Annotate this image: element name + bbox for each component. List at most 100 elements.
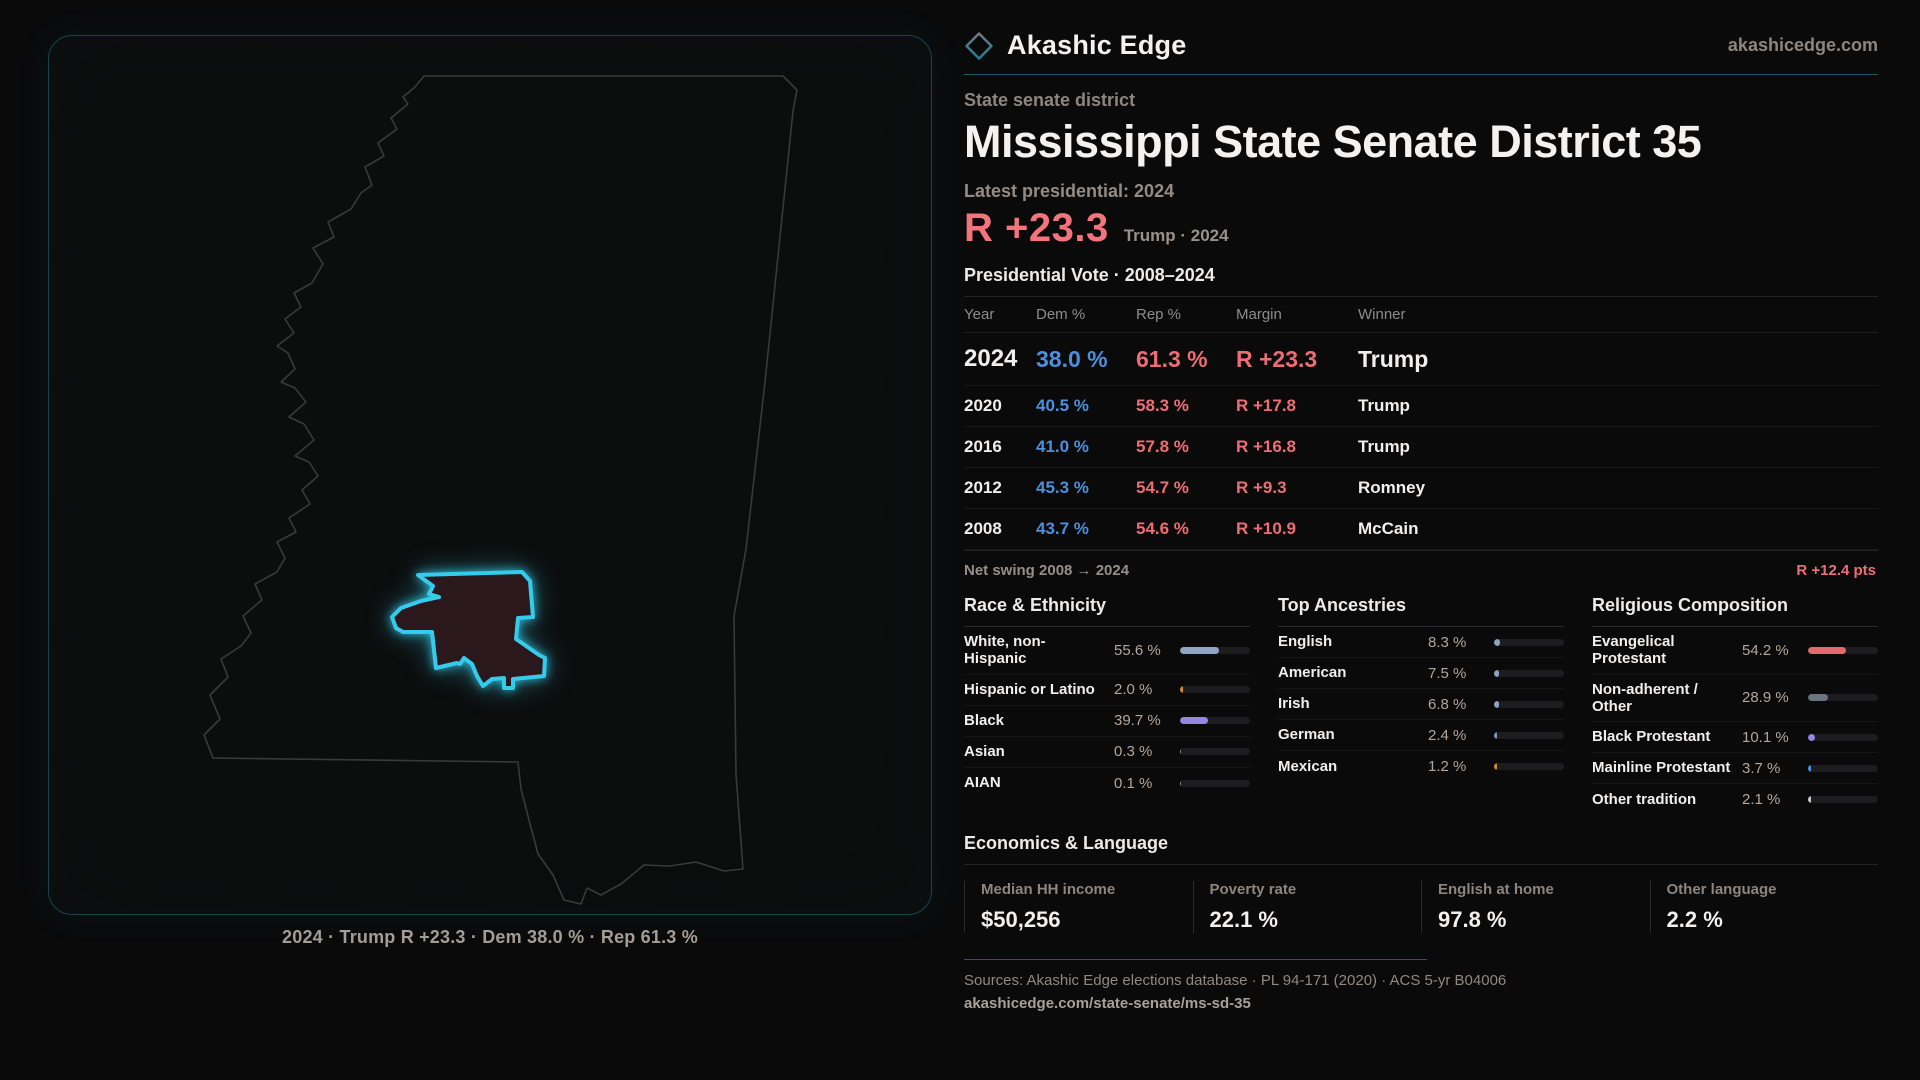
demo-bar-fill bbox=[1808, 646, 1846, 654]
vote-winner: McCain bbox=[1358, 519, 1419, 538]
demo-bar-fill bbox=[1180, 717, 1208, 724]
demo-value: 1.2 % bbox=[1428, 758, 1467, 775]
econ-stat-3: Other language 2.2 % bbox=[1649, 881, 1879, 933]
demo-bar-fill bbox=[1180, 646, 1219, 654]
demo-bar-fill bbox=[1808, 694, 1829, 702]
vote-margin: R +16.8 bbox=[1236, 437, 1297, 456]
vote-col-header-1: Dem % bbox=[1036, 306, 1086, 323]
vote-rep: 57.8 % bbox=[1136, 437, 1189, 456]
vote-dem: 45.3 % bbox=[1036, 478, 1089, 497]
demo-bar-track bbox=[1808, 733, 1878, 741]
vote-dem: 38.0 % bbox=[1036, 345, 1108, 372]
demo-row: White, non-Hispanic 55.6 % bbox=[964, 627, 1250, 675]
econ-stat-value: 2.2 % bbox=[1666, 907, 1723, 932]
demo-bar-fill bbox=[1808, 796, 1811, 803]
demo-value: 2.0 % bbox=[1114, 681, 1153, 698]
header: Akashic Edge akashicedge.com bbox=[964, 30, 1878, 75]
demo-bar-track bbox=[1180, 779, 1250, 787]
vote-col-header-0: Year bbox=[964, 306, 995, 323]
demo-value: 55.6 % bbox=[1114, 641, 1161, 659]
econ-stat-label: Other language bbox=[1666, 881, 1777, 898]
demo-bar-track bbox=[1808, 796, 1878, 803]
demo-row: Hispanic or Latino 2.0 % bbox=[964, 675, 1250, 706]
demo-bar-fill bbox=[1494, 669, 1500, 677]
stats-panel: Akashic Edge akashicedge.com State senat… bbox=[964, 30, 1878, 1012]
demo-bar-track bbox=[1494, 763, 1564, 770]
vote-dem: 43.7 % bbox=[1036, 519, 1089, 538]
economics-title: Economics & Language bbox=[964, 833, 1878, 865]
demo-bar-track bbox=[1808, 764, 1878, 772]
brand-domain-link[interactable]: akashicedge.com bbox=[1727, 35, 1878, 55]
vote-row-2016: 2016 41.0 % 57.8 % R +16.8 Trump bbox=[964, 427, 1878, 468]
vote-col-header-2: Rep % bbox=[1136, 306, 1182, 323]
demo-label: English bbox=[1278, 633, 1333, 651]
margin-context: Trump · 2024 bbox=[1123, 226, 1229, 245]
kicker: State senate district bbox=[964, 90, 1136, 110]
net-swing-value: R +12.4 pts bbox=[1796, 562, 1876, 579]
demo-label: Irish bbox=[1278, 695, 1310, 713]
demo-bar-track bbox=[1494, 669, 1564, 677]
demo-value: 3.7 % bbox=[1742, 759, 1781, 777]
vote-margin: R +23.3 bbox=[1236, 345, 1318, 372]
demo-row: Evangelical Protestant 54.2 % bbox=[1592, 627, 1878, 675]
demo-value: 28.9 % bbox=[1742, 689, 1789, 707]
vote-rep: 54.6 % bbox=[1136, 519, 1189, 538]
demo-bar-fill bbox=[1494, 700, 1499, 708]
demo-label: Black Protestant bbox=[1592, 728, 1711, 746]
demo-group-title: Religious Composition bbox=[1592, 595, 1878, 627]
econ-stat-label: English at home bbox=[1438, 881, 1554, 898]
demo-group-0: Race & Ethnicity White, non-Hispanic 55.6 … bbox=[964, 595, 1250, 815]
demo-group-1: Top Ancestries English 8.3 % American 7.5 % I… bbox=[1278, 595, 1564, 815]
demo-bar-track bbox=[1808, 646, 1878, 654]
demo-bar-fill bbox=[1180, 686, 1183, 693]
demo-bar-fill bbox=[1808, 764, 1811, 772]
demo-bar-fill bbox=[1494, 731, 1497, 739]
map-caption: 2024 · Trump R +23.3 · Dem 38.0 % · Rep … bbox=[282, 927, 698, 947]
demo-value: 39.7 % bbox=[1114, 712, 1161, 729]
demo-bar-fill bbox=[1494, 638, 1500, 646]
econ-stat-2: English at home 97.8 % bbox=[1421, 881, 1650, 933]
demo-row: English 8.3 % bbox=[1278, 627, 1564, 658]
demo-value: 0.3 % bbox=[1114, 743, 1153, 760]
demo-row: Black 39.7 % bbox=[964, 706, 1250, 737]
demo-value: 7.5 % bbox=[1428, 664, 1467, 682]
demo-label: German bbox=[1278, 726, 1335, 744]
demo-row: Non-adherent / Other 28.9 % bbox=[1592, 675, 1878, 722]
econ-stat-value: $50,256 bbox=[981, 907, 1061, 932]
brand: Akashic Edge bbox=[964, 30, 1186, 61]
vote-row-2012: 2012 45.3 % 54.7 % R +9.3 Romney bbox=[964, 468, 1878, 509]
vote-row-2008: 2008 43.7 % 54.6 % R +10.9 McCain bbox=[964, 509, 1878, 550]
econ-stat-label: Median HH income bbox=[981, 881, 1116, 898]
demo-bar-fill bbox=[1808, 733, 1816, 741]
district-35-shape[interactable] bbox=[390, 570, 547, 690]
vote-table-body: 2024 38.0 % 61.3 % R +23.3 Trump 2020 40.5 % 58… bbox=[964, 333, 1878, 550]
permalink-url[interactable]: akashicedge.com/state-senate/ms-sd-35 bbox=[964, 995, 1251, 1012]
demo-bar-track bbox=[1180, 748, 1250, 755]
demo-label: Mexican bbox=[1278, 757, 1338, 775]
demo-label: Other tradition bbox=[1592, 790, 1697, 808]
demo-label: White, non-Hispanic bbox=[964, 633, 1046, 668]
vote-year: 2008 bbox=[964, 519, 1002, 538]
vote-winner: Trump bbox=[1358, 345, 1429, 372]
econ-stat-0: Median HH income $50,256 bbox=[964, 881, 1193, 933]
demo-bar-fill bbox=[1180, 748, 1181, 755]
net-swing-label: Net swing 2008 → 2024 bbox=[964, 562, 1130, 579]
vote-rep: 54.7 % bbox=[1136, 478, 1189, 497]
demo-bar-track bbox=[1180, 686, 1250, 693]
demo-group-title: Top Ancestries bbox=[1278, 595, 1564, 627]
vote-dem: 41.0 % bbox=[1036, 437, 1089, 456]
vote-row-2020: 2020 40.5 % 58.3 % R +17.8 Trump bbox=[964, 386, 1878, 427]
vote-margin: R +17.8 bbox=[1236, 396, 1297, 415]
district-map-panel bbox=[48, 35, 932, 915]
vote-winner: Trump bbox=[1358, 437, 1410, 456]
demo-label: Mainline Protestant bbox=[1592, 759, 1731, 777]
vote-rep: 58.3 % bbox=[1136, 396, 1189, 415]
mississippi-map bbox=[203, 75, 798, 905]
vote-year: 2016 bbox=[964, 437, 1002, 456]
demo-value: 0.1 % bbox=[1114, 774, 1153, 792]
demo-row: Mainline Protestant 3.7 % bbox=[1592, 753, 1878, 784]
demo-row: Black Protestant 10.1 % bbox=[1592, 722, 1878, 753]
page-title: Mississippi State Senate District 35 bbox=[964, 116, 1702, 167]
demo-bar-track bbox=[1494, 731, 1564, 739]
demo-group-title: Race & Ethnicity bbox=[964, 595, 1250, 627]
